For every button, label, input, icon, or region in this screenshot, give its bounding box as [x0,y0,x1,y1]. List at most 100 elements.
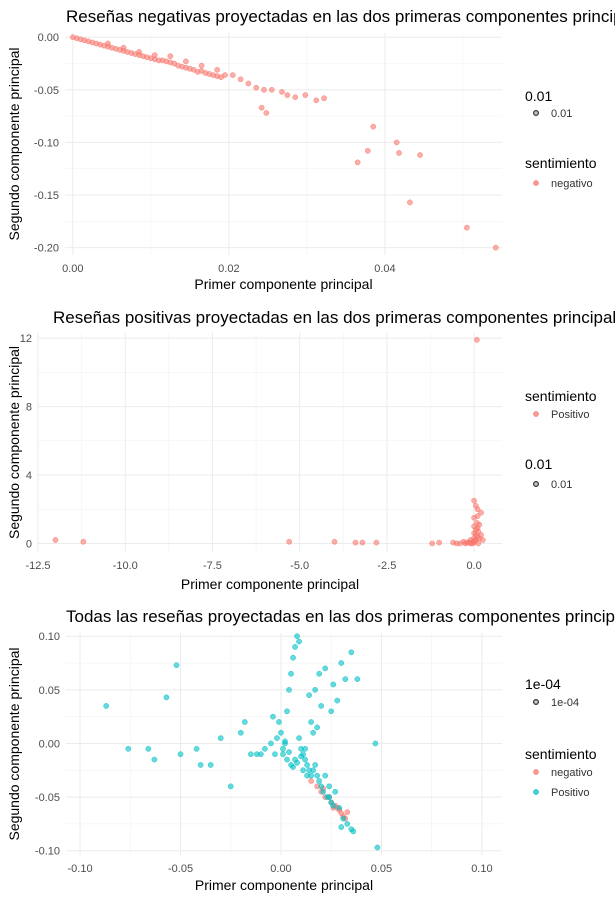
data-point [344,809,351,815]
data-point [262,745,268,752]
data-point [163,694,170,701]
data-point [308,778,314,784]
x-tick-label: 0.05 [371,863,392,875]
x-tick-label: -5.0 [290,560,309,572]
data-point [222,72,228,78]
data-point [364,147,371,154]
data-point [310,767,316,774]
data-point [316,778,323,784]
data-point [393,139,400,146]
data-point [373,539,380,546]
data-point [478,509,484,516]
chart-group: 0.00 0.02 0.04 0.00 -0.05 -0.10 -0.15 -0.20 Rese… [6,7,615,292]
data-point [479,537,486,543]
data-point [302,92,309,98]
data-point [359,539,366,546]
x-tick-label: 0.0 [466,560,481,572]
data-point [292,756,298,763]
data-point [270,713,276,720]
data-point [312,762,318,768]
data-point [396,150,402,156]
data-point [80,538,87,545]
y-tick-label: 0.00 [39,738,60,750]
data-point [217,735,224,741]
x-tick-label: 0.00 [270,863,291,875]
chart-group: -12.5 -10.0 -7.5 -5.0 -2.5 0.0 0 4 8 12 Reseñas po… [6,308,615,592]
data-point [310,729,316,736]
data-point [120,44,127,51]
data-point [290,764,296,770]
data-point [318,703,325,709]
y-tick-label: -0.10 [35,846,60,858]
legend-label: negativo [551,767,593,779]
data-point [474,336,480,343]
data-point [322,665,329,672]
data-point [407,199,413,206]
data-point [272,751,278,758]
x-axis-label: Primer componente principal [181,576,359,592]
data-point [304,772,310,779]
data-point [330,681,337,688]
legend-key-negativo [533,411,539,417]
data-point [280,751,286,758]
legend-label: Positivo [551,787,590,799]
data-point [253,84,260,91]
data-point [290,654,296,661]
data-point [330,802,337,809]
data-point [292,94,299,101]
x-tick-label: -12.5 [25,560,50,572]
legend-title: sentimiento [525,388,597,404]
data-point [247,751,254,758]
chart-title: Reseñas positivas proyectadas en las dos… [53,308,615,327]
data-point [193,745,200,752]
data-point [282,738,288,745]
data-point [167,53,174,59]
data-point [103,703,110,709]
data-point [237,729,244,736]
panel-positivas: -12.5 -10.0 -7.5 -5.0 -2.5 0.0 0 4 8 12 Reseñas po… [0,300,615,600]
data-point [338,824,345,830]
data-point [350,828,357,835]
data-point [298,753,304,760]
data-point [274,735,280,741]
data-point [261,86,267,93]
y-tick-label: -0.05 [34,85,59,97]
data-point [173,662,180,669]
data-point [263,110,270,116]
data-point [340,815,347,822]
data-point [288,670,294,677]
data-point [334,697,341,704]
data-point [474,525,481,531]
panel-todas: -0.10 -0.05 0.00 0.05 0.10 0.10 0.05 0.00 -0.05 -… [0,600,615,900]
data-point [198,62,205,69]
panel-negativas: 0.00 0.02 0.04 0.00 -0.05 -0.10 -0.15 -0.20 Rese… [0,0,615,300]
data-point [326,783,333,790]
data-point [316,670,323,677]
data-point [207,762,214,768]
data-point [280,745,286,752]
chart-group: -0.10 -0.05 0.00 0.05 0.10 0.10 0.05 0.00 -0.05 -… [6,607,615,893]
legend-label: 0.01 [551,108,572,120]
scatter-plot-todas: -0.10 -0.05 0.00 0.05 0.10 0.10 0.05 0.00 -0.05 -… [6,607,615,893]
data-point [227,783,234,790]
legend-title: sentimiento [525,746,597,762]
y-axis-label: Segundo componente principal [6,647,22,840]
data-point [313,97,320,104]
y-tick-label: -0.20 [34,243,59,255]
y-tick-label: 0.10 [39,631,60,643]
y-tick-label: -0.15 [34,190,59,202]
data-point [296,638,302,645]
data-point [326,794,333,800]
chart-title: Todas las reseñas proyectadas en las dos… [66,607,615,626]
scatter-plot-positivas: -12.5 -10.0 -7.5 -5.0 -2.5 0.0 0 4 8 12 Reseñas po… [6,308,615,592]
data-point [312,686,318,693]
legend-key-negativo [533,180,539,186]
data-point [241,719,248,725]
x-tick-label: -2.5 [377,560,396,572]
data-point [342,676,349,682]
data-point [279,89,285,95]
data-point [429,540,436,547]
data-point [296,735,302,741]
legend-title: 0.01 [525,456,552,472]
y-tick-label: 8 [26,402,32,414]
